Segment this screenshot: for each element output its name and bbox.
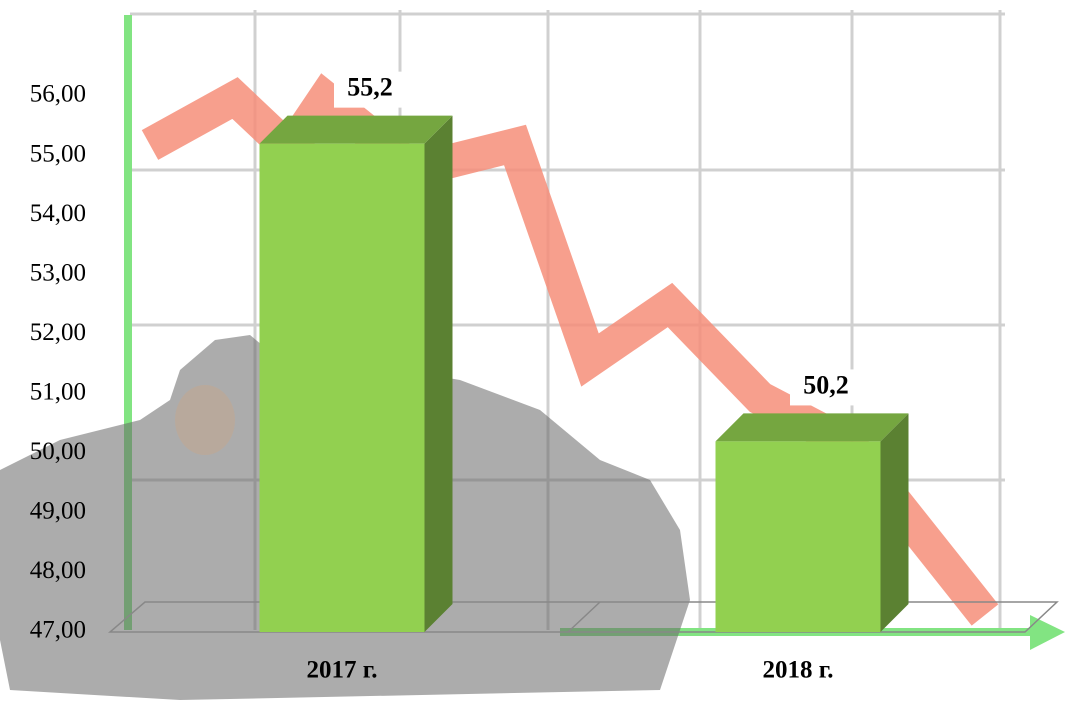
value-label: 55,2 bbox=[347, 73, 393, 102]
x-tick-label: 2018 г. bbox=[762, 657, 833, 684]
value-label-bg bbox=[334, 71, 406, 108]
y-tick-label: 55,00 bbox=[30, 140, 86, 167]
bar bbox=[715, 441, 881, 632]
value-label-bg bbox=[790, 369, 862, 406]
y-tick-label: 47,00 bbox=[30, 617, 86, 644]
x-tick-label: 2017 г. bbox=[306, 657, 377, 684]
y-tick-label: 52,00 bbox=[30, 319, 86, 346]
y-tick-label: 49,00 bbox=[30, 498, 86, 525]
y-tick-label: 51,00 bbox=[30, 379, 86, 406]
y-tick-label: 53,00 bbox=[30, 259, 86, 286]
bar-top bbox=[259, 115, 453, 144]
y-tick-label: 54,00 bbox=[30, 200, 86, 227]
bar-side bbox=[880, 413, 909, 632]
bar-side bbox=[424, 115, 453, 632]
bar-top bbox=[715, 413, 909, 442]
y-tick-label: 48,00 bbox=[30, 557, 86, 584]
y-tick-label: 56,00 bbox=[30, 81, 86, 108]
bar bbox=[259, 143, 425, 632]
floor-divider bbox=[567, 601, 601, 633]
y-tick-label: 50,00 bbox=[30, 438, 86, 465]
value-label: 50,2 bbox=[803, 370, 849, 399]
